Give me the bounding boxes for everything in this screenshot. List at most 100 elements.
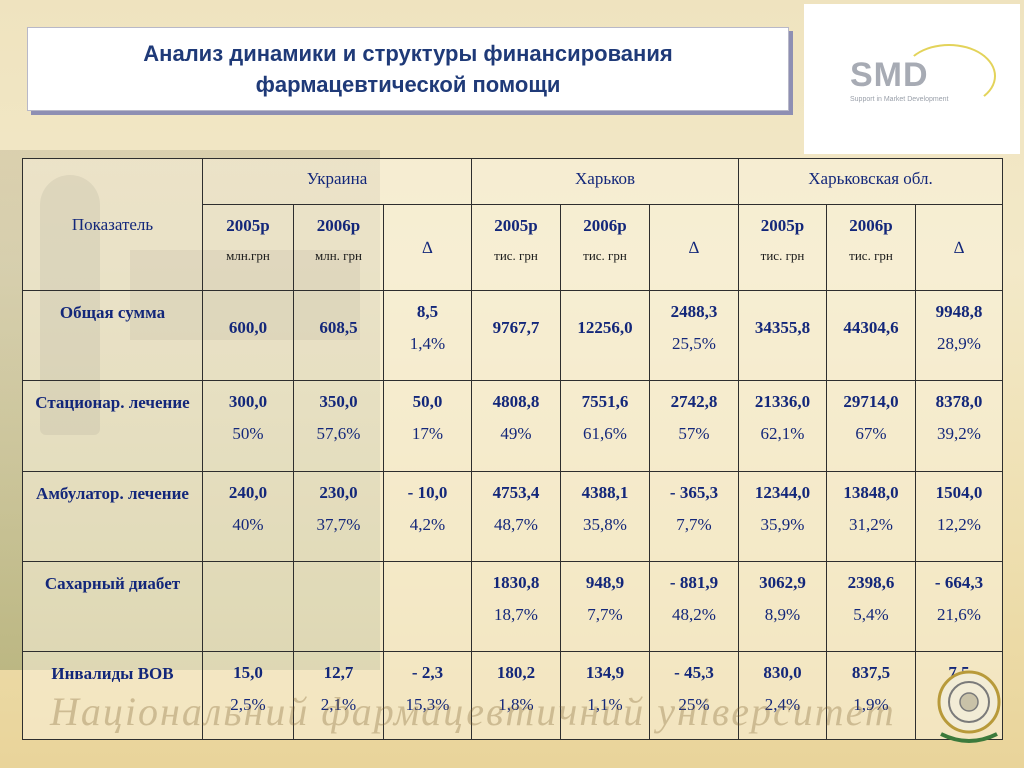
cell-value: 134,9 bbox=[585, 662, 625, 682]
table-cell: - 2,3 15,3% bbox=[383, 650, 472, 741]
cell-value: 44304,6 bbox=[843, 318, 899, 338]
logo-text: SMD bbox=[850, 56, 929, 94]
table-cell: - 10,0 4,2% bbox=[383, 470, 472, 562]
cell-percent: 1,8% bbox=[498, 694, 534, 714]
cell-value: 8378,0 bbox=[935, 392, 983, 412]
table-cell: 837,5 1,9% bbox=[826, 650, 917, 741]
cell-percent: 35,8% bbox=[583, 514, 627, 534]
cell-percent: 5,4% bbox=[853, 604, 889, 624]
cell-percent: 25,5% bbox=[672, 334, 716, 354]
cell-percent: 4,2% bbox=[409, 514, 446, 534]
cell-percent: 2,5% bbox=[230, 694, 266, 714]
cell-percent: 40% bbox=[232, 514, 264, 534]
cell-value: 948,9 bbox=[585, 572, 625, 592]
cell-value: 608,5 bbox=[319, 318, 358, 338]
ua-2006-header: 2006р млн. грн bbox=[293, 204, 384, 292]
cell-percent: 61,6% bbox=[583, 424, 627, 444]
table-cell: 134,9 1,1% bbox=[560, 650, 650, 741]
table-cell: 948,9 7,7% bbox=[560, 560, 650, 652]
cell-percent: 1,9% bbox=[853, 694, 889, 714]
cell-percent: 12,2% bbox=[937, 514, 981, 534]
ua-2005-header: 2005р млн.грн bbox=[202, 204, 294, 292]
table-cell: - 45,3 25% bbox=[648, 650, 740, 741]
cell-value: 29714,0 bbox=[843, 392, 899, 412]
cell-percent: 35,9% bbox=[760, 514, 805, 534]
kh-2005-header: 2005р тис. грн bbox=[471, 204, 561, 292]
table-cell: 2488,3 25,5% bbox=[648, 290, 740, 382]
cell-percent: 31,2% bbox=[849, 514, 893, 534]
table-cell: 240,0 40% bbox=[202, 470, 294, 562]
table-cell: - 881,9 48,2% bbox=[648, 560, 740, 652]
cell-percent: 67% bbox=[855, 424, 887, 444]
cell-value: 1830,8 bbox=[492, 572, 540, 592]
table-cell: 12344,0 35,9% bbox=[738, 470, 828, 562]
row-label: Инвалиды ВОВ bbox=[22, 650, 203, 741]
table-cell: - 365,3 7,7% bbox=[648, 470, 740, 562]
cell-value: 2488,3 bbox=[670, 302, 718, 322]
table-row: Амбулатор. лечение 240,0 40% 230,0 37,7% - 10… bbox=[22, 470, 1004, 562]
table-cell: 9767,7 bbox=[471, 290, 561, 382]
table-cell: 50,0 17% bbox=[383, 380, 472, 472]
group-ukraine: Украина bbox=[202, 157, 472, 206]
cell-value: 2742,8 bbox=[670, 392, 718, 412]
cell-percent: 37,7% bbox=[316, 514, 361, 534]
title-box: Анализ динамики и структуры финансирован… bbox=[27, 27, 789, 111]
table-cell: 44304,6 bbox=[826, 290, 917, 382]
table-cell: 9948,8 28,9% bbox=[915, 290, 1004, 382]
cell-percent: 50% bbox=[232, 424, 264, 444]
cell-percent: 8,9% bbox=[764, 604, 801, 624]
table-cell: 2742,8 57% bbox=[648, 380, 740, 472]
cell-value: 2398,6 bbox=[847, 572, 895, 592]
page-title-line1: Анализ динамики и структуры финансирован… bbox=[143, 41, 673, 66]
table-cell bbox=[383, 560, 472, 652]
row-label: Стационар. лечение bbox=[22, 380, 203, 472]
obl-2006-header: 2006р тис. грн bbox=[826, 204, 917, 292]
cell-value: - 10,0 bbox=[407, 482, 448, 502]
cell-percent: 17% bbox=[411, 424, 444, 444]
page-title-line2: фармацевтической помощи bbox=[255, 72, 561, 97]
row-label: Общая сумма bbox=[22, 290, 203, 382]
table-cell: 13848,0 31,2% bbox=[826, 470, 917, 562]
logo-subtitle: Support in Market Development bbox=[850, 96, 949, 103]
cell-value: - 2,3 bbox=[411, 662, 444, 682]
cell-value: 12,7 bbox=[323, 662, 354, 682]
cell-percent: 2,4% bbox=[764, 694, 801, 714]
cell-value: 21336,0 bbox=[754, 392, 811, 412]
table-cell: 4753,4 48,7% bbox=[471, 470, 561, 562]
row-label: Сахарный диабет bbox=[22, 560, 203, 652]
table-row: Инвалиды ВОВ 15,0 2,5% 12,7 2,1% - 2,3 15,3% 18… bbox=[22, 650, 1004, 741]
cell-value: 34355,8 bbox=[754, 318, 811, 338]
cell-value: - 664,3 bbox=[934, 572, 984, 592]
cell-value: 837,5 bbox=[851, 662, 891, 682]
table-cell: - 664,3 21,6% bbox=[915, 560, 1004, 652]
cell-percent: 57,6% bbox=[316, 424, 361, 444]
kh-2006-header: 2006р тис. грн bbox=[560, 204, 650, 292]
cell-percent: 0,9% bbox=[941, 694, 977, 714]
group-kharkiv: Харьков bbox=[470, 157, 740, 206]
kh-delta-header: ∆ bbox=[648, 204, 740, 292]
cell-percent: 18,7% bbox=[494, 604, 538, 624]
cell-value: - 45,3 bbox=[674, 662, 714, 682]
table-cell: 2398,6 5,4% bbox=[826, 560, 917, 652]
cell-value: 50,0 bbox=[412, 392, 443, 412]
cell-value: 300,0 bbox=[228, 392, 268, 412]
table-cell: 3062,9 8,9% bbox=[738, 560, 828, 652]
cell-value: 240,0 bbox=[228, 482, 268, 502]
table-cell: 12256,0 bbox=[560, 290, 650, 382]
table-cell: 29714,0 67% bbox=[826, 380, 917, 472]
cell-value: 350,0 bbox=[319, 392, 358, 412]
table-cell: 1504,0 12,2% bbox=[915, 470, 1004, 562]
table-row: Сахарный диабет 1830,8 18,7% 948,9 7,7% - 881… bbox=[22, 560, 1004, 652]
table-cell: 8378,0 39,2% bbox=[915, 380, 1004, 472]
cell-percent: 48,2% bbox=[672, 604, 716, 624]
cell-percent: 7,7% bbox=[676, 514, 712, 534]
cell-value: 600,0 bbox=[228, 318, 268, 338]
cell-value: 830,0 bbox=[763, 662, 802, 682]
cell-percent: 28,9% bbox=[937, 334, 981, 354]
cell-value: 4388,1 bbox=[581, 482, 629, 502]
cell-percent: 57% bbox=[678, 424, 710, 444]
table-cell: 8,5 1,4% bbox=[383, 290, 472, 382]
table-row: Стационар. лечение 300,0 50% 350,0 57,6% 50,0… bbox=[22, 380, 1004, 472]
cell-value: 13848,0 bbox=[843, 482, 899, 502]
cell-percent: 7,7% bbox=[587, 604, 623, 624]
